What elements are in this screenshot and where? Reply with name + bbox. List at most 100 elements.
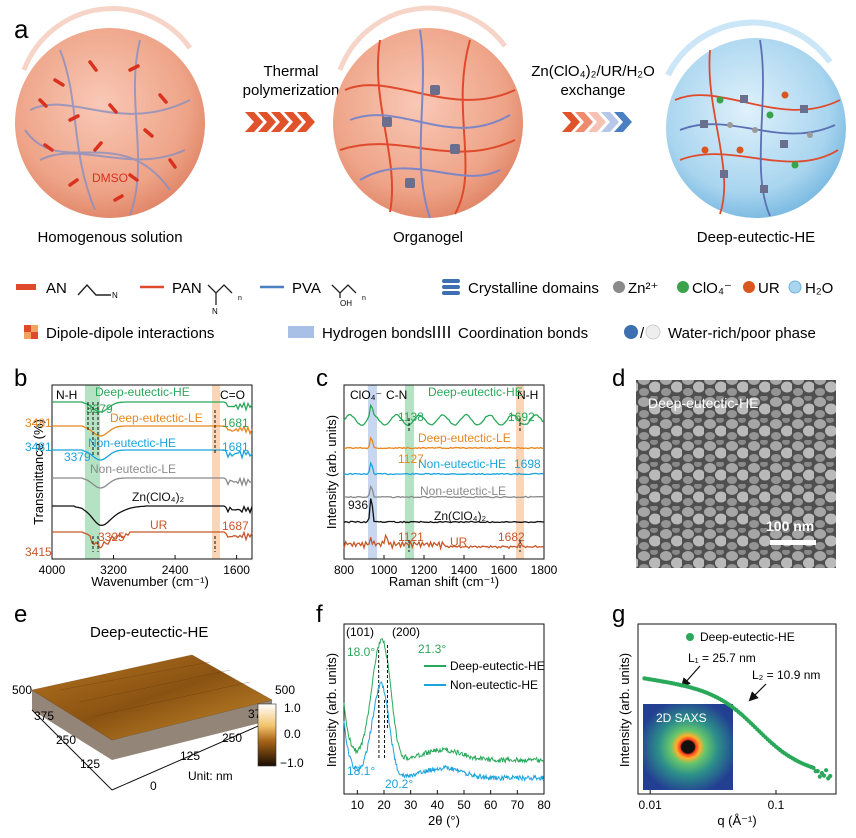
- chart-c: ClO₄⁻ C-N N-H Raman shift (cm⁻¹) Intensi…: [324, 384, 545, 589]
- afm-ytick-500: 500: [275, 683, 295, 697]
- chart-b-xtick-label: 2400: [162, 563, 189, 577]
- chart-f: (101) (200) 2θ (°) Intensity (arb. units…: [324, 623, 545, 828]
- sem-label: Deep-eutectic-HE: [648, 395, 759, 411]
- afm-xtick-375: 375: [34, 709, 54, 723]
- afm-title: Deep-eutectic-HE: [90, 624, 208, 641]
- chart-c-ylabel: Intensity (arb. units): [324, 415, 339, 529]
- clo4-band: [368, 385, 377, 559]
- saxs-inset-label: 2D SAXS: [656, 711, 707, 725]
- legend-row-2: Dipole-dipole interactions Hydrogen bond…: [24, 324, 816, 342]
- pan-structure: [207, 284, 233, 305]
- panel-letter-a: a: [14, 14, 29, 44]
- chart-g-annotation-l2: L₂ = 10.9 nm: [752, 668, 820, 682]
- chart-f-frame: [343, 623, 545, 795]
- water-rich-icon: [624, 325, 638, 339]
- chart-c-series-line: [343, 498, 544, 524]
- colorbar-tick-max: 1.0: [284, 701, 301, 715]
- afm-surface: [32, 655, 272, 740]
- step1-line2: polymerization: [243, 82, 340, 99]
- chart-c-series-line: [343, 533, 544, 551]
- chart-b-xtick-label: 1600: [223, 563, 250, 577]
- chart-b-annotation: 3481: [25, 416, 52, 430]
- hbond-icon: [288, 326, 314, 338]
- legend-an: AN: [46, 280, 67, 297]
- legend-phase-slash: /: [640, 325, 645, 342]
- chart-c-annotation: 1121: [398, 530, 424, 544]
- dipole-icon: [24, 325, 38, 339]
- chart-c-series-line: [343, 435, 545, 450]
- legend-dipole: Dipole-dipole interactions: [46, 325, 214, 342]
- chart-c-series-label: Deep-eutectic-LE: [418, 431, 511, 445]
- chart-c-series-line: [343, 403, 545, 427]
- chart-f-peak-200: (200): [392, 625, 420, 639]
- chart-b-annotation: 1687: [222, 519, 249, 533]
- sphere-deep-eutectic-he: [665, 19, 846, 218]
- chart-c-annotation: 1692: [508, 410, 535, 424]
- chart-g-data-point: [821, 773, 827, 778]
- dmso-label: DMSO: [92, 171, 128, 185]
- afm-unit: Unit: nm: [188, 769, 233, 783]
- panel-letter-f: f: [316, 601, 323, 628]
- chart-f-xtick-label: 20: [377, 798, 391, 812]
- chart-b-annotation: 3379: [64, 450, 91, 464]
- chart-b-annotation: 1681: [222, 440, 249, 454]
- chart-c-series-line: [343, 461, 545, 476]
- sem-image: Deep-eutectic-HE 100 nm: [636, 380, 836, 568]
- legend-ur: UR: [758, 280, 780, 297]
- co-band: [212, 385, 220, 559]
- chart-b-series-line: [52, 476, 253, 489]
- chart-c-xtick-label: 800: [334, 563, 354, 577]
- sphere-organogel: [333, 5, 523, 219]
- colorbar-tick-min: −1.0: [280, 756, 304, 770]
- chart-b-xtick-label: 3200: [100, 563, 127, 577]
- chart-b-annotation: 3379: [86, 402, 113, 416]
- panel-letter-c: c: [316, 365, 328, 392]
- step2-line1: Zn(ClO₄)₂/UR/H₂O: [531, 63, 655, 80]
- chart-g-data-point: [824, 768, 829, 773]
- chart-c-frame: [343, 384, 545, 560]
- panel-letter-g: g: [612, 601, 625, 628]
- chart-b-band-co: C=O: [220, 388, 245, 402]
- pva-oh: OH: [340, 299, 352, 308]
- afm-texture: [59, 661, 251, 717]
- arrow-chevrons-1: [245, 112, 315, 132]
- chart-c-series-label: Non-eutectic-LE: [420, 484, 506, 498]
- chart-c-xtick-label: 1800: [531, 563, 558, 577]
- pva-structure: [331, 284, 357, 298]
- afm-panel: Deep-eutectic-HE 500 375 250 125 0 125 2…: [12, 624, 304, 793]
- chart-f-series-line: [343, 637, 545, 765]
- afm-axis-right: [111, 719, 273, 791]
- chart-c-xtick-label: 1600: [491, 563, 518, 577]
- chart-f-annotation: 18.1°: [347, 764, 375, 778]
- zn-ion-icon: [613, 281, 625, 293]
- chart-g-data-point: [815, 769, 820, 774]
- chart-g-arrow-l1: [680, 665, 701, 688]
- chart-b-annotation: 1681: [222, 416, 249, 430]
- cn-band: [405, 385, 414, 559]
- clo4-ion-icon: [677, 281, 689, 293]
- legend-h2o: H₂O: [805, 280, 833, 297]
- chart-f-annotation: 18.0°: [347, 645, 375, 659]
- chart-c-annotation: 1698: [514, 457, 541, 471]
- sem-scalebar: [770, 540, 816, 545]
- panel-letter-d: d: [612, 365, 625, 392]
- chart-f-xtick-label: 50: [457, 798, 471, 812]
- chart-g-arrow-l2: [748, 683, 767, 702]
- chart-b-series-label: Deep-eutectic-LE: [110, 411, 203, 425]
- colorbar-tick-mid: 0.0: [284, 727, 301, 741]
- chart-b-frame: [51, 384, 253, 560]
- legend-clo4: ClO₄⁻: [692, 280, 732, 297]
- step1-line1: Thermal: [263, 63, 318, 80]
- chart-c-xtick-label: 1000: [371, 563, 398, 577]
- chart-g-xtick-label: 0.1: [768, 798, 785, 812]
- chart-g-ylabel: Intensity (arb. units): [617, 653, 632, 767]
- chart-c-band-clo4: ClO₄⁻: [350, 388, 382, 402]
- chart-f-xtick-label: 10: [351, 798, 365, 812]
- legend-phase: Water-rich/poor phase: [668, 325, 816, 342]
- pan-sub-n: n: [238, 295, 242, 302]
- coordination-bond-icon: [433, 326, 450, 338]
- legend-hbond: Hydrogen bonds: [322, 325, 432, 342]
- chart-f-xtick-label: 80: [537, 798, 551, 812]
- legend-zn: Zn²⁺: [628, 280, 658, 297]
